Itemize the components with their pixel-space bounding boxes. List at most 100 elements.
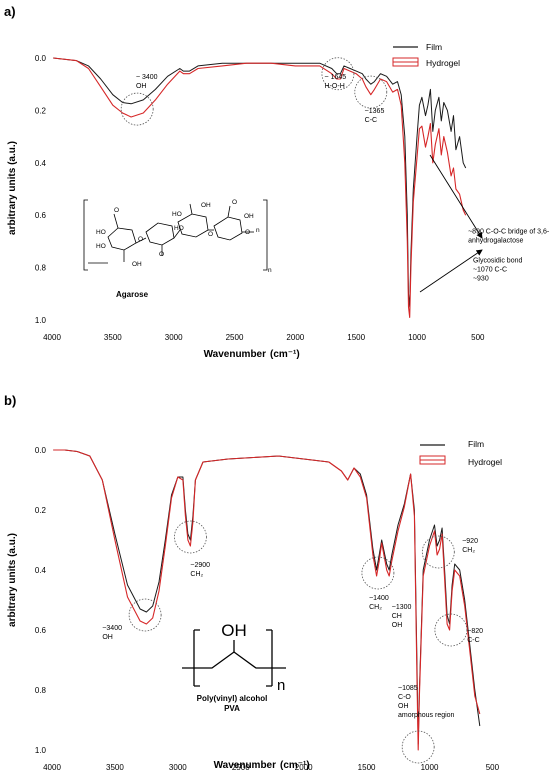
pva-oh-label: OH xyxy=(221,621,247,640)
y-tick-label: 0.2 xyxy=(35,106,47,115)
annotation-label: CH xyxy=(392,613,402,620)
y-tick-label: 0.0 xyxy=(35,54,47,63)
y-tick-label: 0.6 xyxy=(35,626,47,635)
svg-text:O: O xyxy=(114,207,119,214)
series-line-hydrogel xyxy=(53,449,481,751)
panel-b-lines xyxy=(53,449,481,751)
y-tick-label: 1.0 xyxy=(35,746,47,755)
y-tick-label: 0.6 xyxy=(35,211,47,220)
x-tick-label: 500 xyxy=(486,763,500,772)
x-tick-label: 500 xyxy=(471,333,485,342)
annotation-label: Glycosidic bond xyxy=(473,257,523,264)
y-tick-label: 0.8 xyxy=(35,264,47,273)
panel-b-circles xyxy=(128,520,468,764)
pva-abbr-label: PVA xyxy=(224,704,240,713)
annotation-label: ~3400 xyxy=(102,625,122,632)
annotation-label: ~890 C-O-C bridge of 3,6- xyxy=(468,229,550,236)
panel-a-y-ticks: 0.0 0.2 0.4 0.6 0.8 1.0 xyxy=(35,54,47,325)
panel-b-x-axis-label: Wavenumber (cm⁻¹) xyxy=(214,760,310,771)
y-tick-label: 0.4 xyxy=(35,159,47,168)
legend-film-b: Film xyxy=(468,439,484,449)
annotation-label: ~1365 xyxy=(365,108,385,115)
svg-text:(cm⁻¹): (cm⁻¹) xyxy=(280,760,310,771)
svg-text:(cm⁻¹): (cm⁻¹) xyxy=(270,349,300,360)
annotation-label: ~ 1645 xyxy=(325,74,347,81)
x-tick-label: 2500 xyxy=(232,763,250,772)
peak-circle xyxy=(120,92,154,126)
panel-b-legend: Film Hydrogel xyxy=(419,439,502,467)
svg-text:O: O xyxy=(138,236,143,243)
svg-text:n: n xyxy=(268,267,272,274)
svg-text:HO: HO xyxy=(96,243,106,250)
panel-a-arrows xyxy=(419,154,483,293)
annotation-label: anhydrogalactose xyxy=(468,238,523,245)
panel-b-label: b) xyxy=(4,393,16,408)
annotation-label: ~930 xyxy=(473,275,489,282)
annotation-label: CH₂ xyxy=(369,604,382,611)
x-tick-label: 2500 xyxy=(226,333,244,342)
svg-text:arbitrary units (a.u.): arbitrary units (a.u.) xyxy=(7,533,18,627)
agarose-label: Agarose xyxy=(116,290,149,299)
annotation-label: C-C xyxy=(365,117,377,124)
y-tick-label: 0.0 xyxy=(35,446,47,455)
annotation-label: OH xyxy=(392,622,403,629)
y-tick-label: 0.4 xyxy=(35,566,47,575)
series-line-film xyxy=(53,449,481,745)
annotation-label: ~1400 xyxy=(369,595,389,602)
svg-text:OH: OH xyxy=(132,261,142,268)
series-line-hydrogel xyxy=(53,57,467,318)
peak-circle xyxy=(421,535,455,569)
pva-structure xyxy=(182,629,286,687)
pva-n-label: n xyxy=(277,677,285,694)
legend-hydrogel-b: Hydrogel xyxy=(468,457,502,467)
annotation-label: ~2900 xyxy=(190,562,210,569)
peak-circle xyxy=(174,520,207,554)
x-tick-label: 3000 xyxy=(169,763,187,772)
annotation-label: ~ 3400 xyxy=(136,74,158,81)
svg-text:HO: HO xyxy=(96,229,106,236)
panel-a-x-ticks: 4000 3500 3000 2500 2000 1500 1000 500 xyxy=(43,333,485,342)
peak-circle xyxy=(401,730,435,764)
svg-text:HO: HO xyxy=(172,211,182,218)
svg-text:OH: OH xyxy=(201,202,211,209)
pva-name-label: Poly(vinyl) alcohol xyxy=(197,694,268,703)
svg-text:Wavenumber: Wavenumber xyxy=(214,760,277,771)
y-tick-label: 1.0 xyxy=(35,316,47,325)
x-tick-label: 3000 xyxy=(165,333,183,342)
panel-b-annotations: ~3400 OH ~2900 CH₂ ~1400 CH₂ ~1300 CH OH ~920 CH₂ ~… xyxy=(102,538,483,719)
panel-a-circles xyxy=(120,57,388,126)
annotation-label: CH₂ xyxy=(462,547,475,554)
panel-b-x-ticks: 4000 3500 3000 2500 2000 1500 1000 500 xyxy=(43,763,500,772)
agarose-structure-labels: HO HO HO HO OH OH OH O O O O O O n n xyxy=(96,199,272,274)
peak-circle xyxy=(321,57,355,91)
svg-text:O: O xyxy=(232,199,237,206)
annotation-label: ~920 xyxy=(462,538,478,545)
y-tick-label: 0.8 xyxy=(35,686,47,695)
annotation-label: ~1070 C-C xyxy=(473,266,507,273)
panel-b-y-ticks: 0.0 0.2 0.4 0.6 0.8 1.0 xyxy=(35,446,47,755)
svg-text:HO: HO xyxy=(174,225,184,232)
svg-text:OH: OH xyxy=(244,213,254,220)
peak-circle xyxy=(354,75,388,109)
x-tick-label: 4000 xyxy=(43,763,61,772)
svg-text:O: O xyxy=(159,251,164,258)
peak-circle xyxy=(128,598,162,632)
panel-a-x-axis-label: Wavenumber (cm⁻¹) xyxy=(204,349,300,360)
series-line-film xyxy=(53,57,467,308)
svg-text:n: n xyxy=(256,227,260,234)
annotation-label: OH xyxy=(136,83,147,90)
annotation-label: ~820 xyxy=(467,628,483,635)
x-tick-label: 1500 xyxy=(347,333,365,342)
x-tick-label: 3500 xyxy=(104,333,122,342)
y-tick-label: 0.2 xyxy=(35,506,47,515)
panel-a-label: a) xyxy=(4,4,16,19)
svg-text:O: O xyxy=(208,231,213,238)
panel-a-annotations: ~ 3400 OH ~ 1645 H-O-H ~1365 C-C ~890 C-O-C br… xyxy=(136,74,550,282)
annotation-label: amorphous region xyxy=(398,712,455,719)
annotation-label: CH₂ xyxy=(190,571,203,578)
svg-text:O: O xyxy=(245,229,250,236)
panel-a: a) arbitrary units (a.u.) Wavenumber (cm… xyxy=(4,4,550,360)
annotation-label: ~1300 xyxy=(392,604,412,611)
panel-a-legend: Film Hydrogel xyxy=(392,42,460,68)
